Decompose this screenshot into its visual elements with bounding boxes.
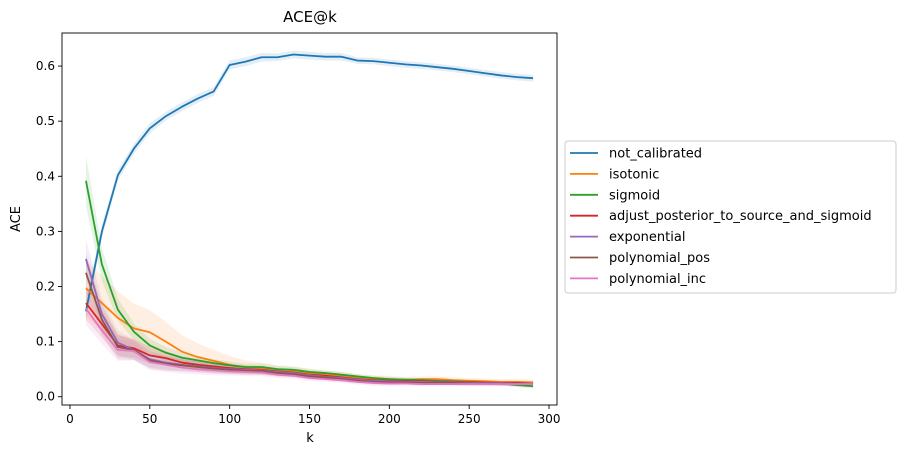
x-tick-label: 300 — [538, 412, 561, 426]
y-tick-label: 0.3 — [36, 224, 55, 238]
x-tick-label: 0 — [66, 412, 74, 426]
y-tick-label: 0.2 — [36, 280, 55, 294]
legend-label-exponential: exponential — [609, 230, 685, 245]
legend: not_calibrated isotonic sigmoid adjust_post… — [564, 140, 897, 294]
y-axis-label: ACE — [9, 206, 24, 232]
y-tick-label: 0.4 — [36, 169, 55, 183]
x-tick-label: 100 — [218, 412, 241, 426]
legend-label-polynomial_inc: polynomial_inc — [609, 272, 706, 287]
series-lines — [85, 53, 534, 388]
x-axis-ticks: 0 50 100 150 200 250 300 — [66, 405, 560, 426]
y-tick-label: 0.1 — [36, 335, 55, 349]
band-not_calibrated — [85, 50, 534, 323]
legend-box — [564, 140, 897, 294]
series-line-polynomial_inc — [85, 308, 534, 385]
legend-label-isotonic: isotonic — [609, 167, 659, 182]
x-tick-label: 50 — [142, 412, 157, 426]
series-line-not_calibrated — [85, 53, 534, 312]
y-tick-label: 0.0 — [36, 390, 55, 404]
legend-label-sigmoid: sigmoid — [609, 188, 660, 203]
legend-label-polynomial_pos: polynomial_pos — [609, 251, 710, 266]
x-axis-label: k — [306, 431, 314, 446]
y-axis-ticks: 0.0 0.1 0.2 0.3 0.4 0.5 0.6 — [36, 59, 62, 404]
band-isotonic — [85, 260, 534, 386]
legend-label-adjust_posterior_to_source_and_sigmoid: adjust_posterior_to_source_and_sigmoid — [609, 209, 872, 224]
legend-label-not_calibrated: not_calibrated — [609, 147, 702, 162]
y-tick-label: 0.5 — [36, 114, 55, 128]
x-tick-label: 250 — [458, 412, 481, 426]
confidence-bands — [85, 50, 534, 389]
y-tick-label: 0.6 — [36, 59, 55, 73]
series-line-polynomial_pos — [85, 272, 534, 385]
series-line-isotonic — [85, 287, 534, 384]
x-tick-label: 150 — [298, 412, 321, 426]
chart-title: ACE@k — [283, 8, 337, 26]
x-tick-label: 200 — [378, 412, 401, 426]
